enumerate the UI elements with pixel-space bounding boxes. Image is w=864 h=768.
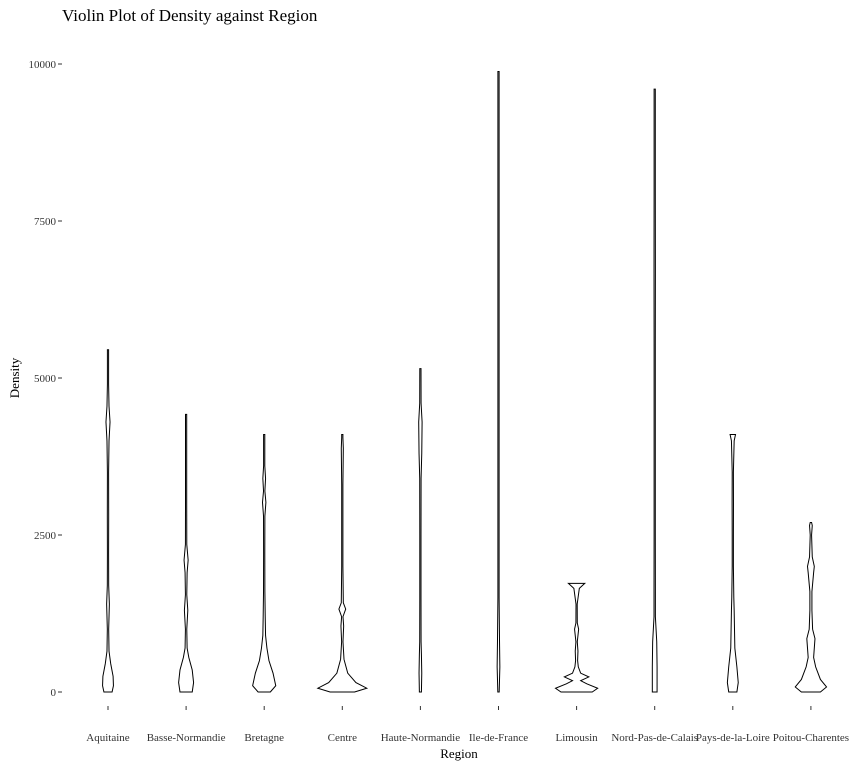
y-axis: 0 2500 5000 7500 10000 — [29, 59, 62, 699]
x-tick-label: Aquitaine — [86, 732, 129, 744]
violin-limousin — [554, 582, 599, 693]
violin-ile-de-france — [496, 71, 501, 693]
x-tick-label: Bretagne — [244, 732, 284, 744]
x-tick-label: Centre — [328, 732, 357, 744]
y-tick-label: 7500 — [34, 216, 57, 228]
y-axis-title: Density — [7, 357, 22, 398]
y-tick-label: 0 — [51, 687, 57, 699]
violin-pays-de-la-loire — [726, 434, 739, 693]
violin-nord-pas-de-calais — [651, 88, 658, 693]
violins — [102, 71, 828, 693]
chart-title: Violin Plot of Density against Region — [62, 6, 318, 25]
x-tick-label: Basse-Normandie — [147, 732, 226, 744]
x-tick-label: Haute-Normandie — [381, 732, 461, 744]
x-axis-title: Region — [440, 746, 478, 761]
violin-basse-normandie — [178, 413, 195, 693]
violin-centre — [316, 434, 369, 693]
violin-aquitaine — [102, 349, 114, 693]
y-tick-label: 10000 — [29, 59, 57, 71]
x-tick-label: Poitou-Charentes — [773, 732, 849, 744]
x-tick-label: Nord-Pas-de-Calais — [611, 732, 698, 744]
y-tick-label: 2500 — [34, 530, 57, 542]
y-tick-label: 5000 — [34, 373, 57, 385]
violin-bretagne — [252, 434, 277, 693]
x-axis: Aquitaine Basse-Normandie Bretagne Centre Ha… — [86, 706, 849, 744]
violin-poitou-charentes — [794, 521, 828, 693]
x-tick-label: Pays-de-la-Loire — [696, 732, 770, 744]
x-tick-label: Limousin — [556, 732, 599, 744]
x-tick-label: Ile-de-France — [469, 732, 528, 744]
violin-haute-normandie — [418, 368, 423, 693]
